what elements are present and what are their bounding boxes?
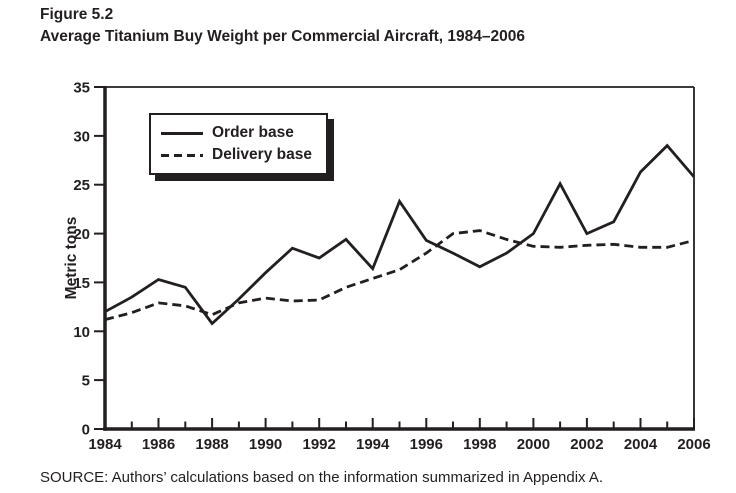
legend-label-order-base: Order base xyxy=(212,124,294,141)
x-tick-label: 2004 xyxy=(624,436,658,453)
x-tick-label: 1994 xyxy=(356,436,390,453)
x-tick-label: 1996 xyxy=(410,436,443,453)
x-tick-label: 2000 xyxy=(517,436,550,453)
x-tick-label: 2006 xyxy=(677,436,710,453)
y-axis-title: Metric tons xyxy=(63,216,80,300)
legend-item-order-base: Order base xyxy=(161,122,312,144)
legend-item-delivery-base: Delivery base xyxy=(161,144,312,166)
x-tick-label: 1992 xyxy=(303,436,336,453)
y-tick-label: 0 xyxy=(82,422,90,439)
source-note: SOURCE: Authors’ calculations based on t… xyxy=(40,469,604,486)
x-tick-label: 1990 xyxy=(249,436,282,453)
x-tick-label: 1988 xyxy=(195,436,228,453)
dashed-line-sample xyxy=(161,153,203,157)
x-tick-label: 2002 xyxy=(570,436,603,453)
y-tick-label: 30 xyxy=(73,128,90,145)
x-tick-label: 1986 xyxy=(142,436,175,453)
x-tick-label: 1998 xyxy=(463,436,496,453)
y-tick-label: 10 xyxy=(73,324,90,341)
legend-label-delivery-base: Delivery base xyxy=(212,146,312,163)
solid-line-sample xyxy=(161,131,203,135)
legend: Order base Delivery base xyxy=(149,113,328,175)
figure-number: Figure 5.2 xyxy=(40,6,114,23)
figure-title: Average Titanium Buy Weight per Commerci… xyxy=(40,28,525,45)
y-tick-label: 5 xyxy=(82,373,90,390)
y-tick-label: 20 xyxy=(73,226,90,243)
y-tick-label: 15 xyxy=(73,275,90,292)
y-tick-label: 25 xyxy=(73,177,90,194)
x-tick-label: 1984 xyxy=(88,436,122,453)
y-tick-label: 35 xyxy=(73,80,90,97)
delivery-base-line xyxy=(104,229,695,321)
